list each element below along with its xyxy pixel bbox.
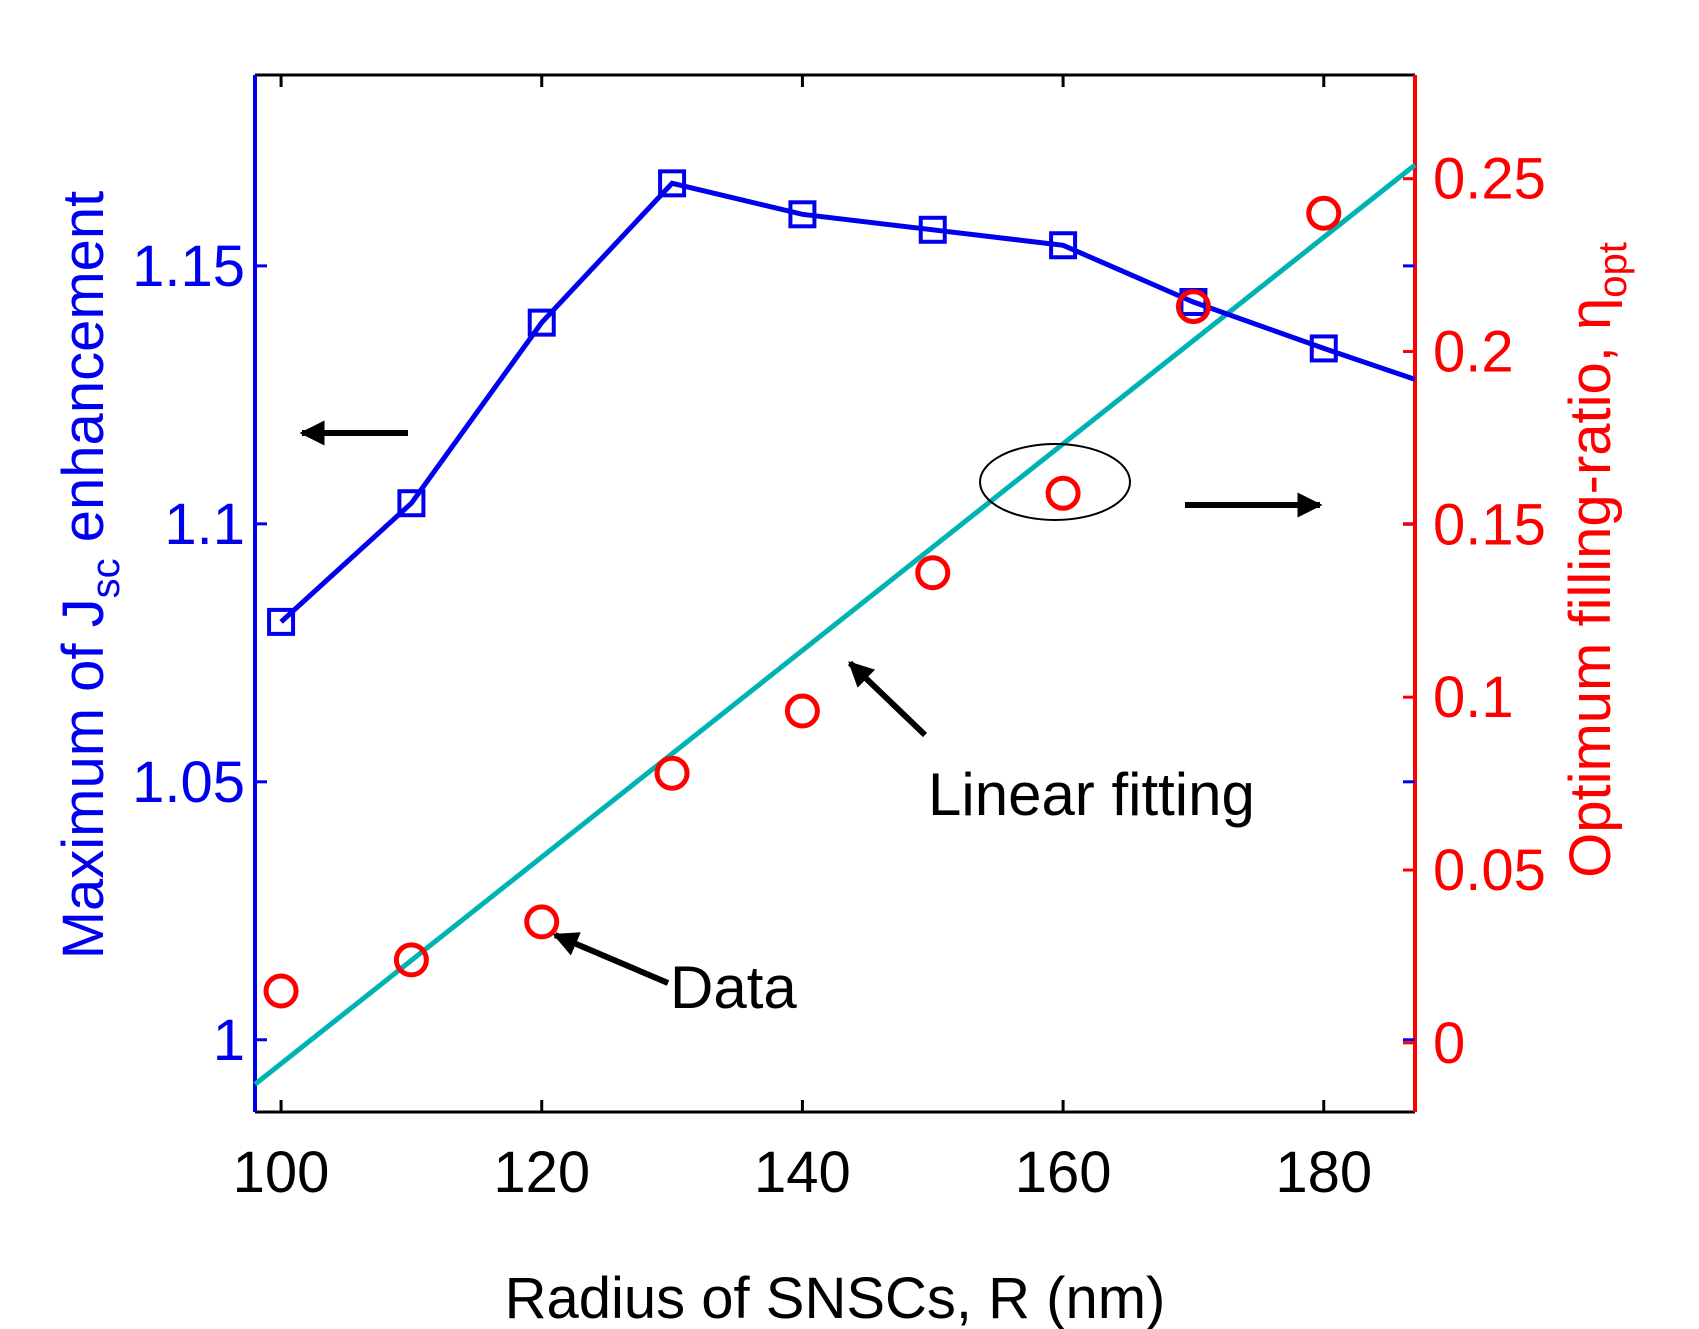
jsc-enhancement-line: [279, 180, 1416, 624]
right-tick-label: 0.15: [1433, 492, 1546, 557]
x-tick-label: 160: [1015, 1140, 1112, 1205]
right-tick-label: 0.05: [1433, 838, 1546, 903]
left-axis-title: Maximum of Jsc enhancement: [51, 191, 128, 960]
data-label: Data: [670, 954, 797, 1021]
linear-fitting-label: Linear fitting: [928, 761, 1255, 828]
left-tick-label: 1.05: [132, 750, 245, 815]
right-tick-label: 0.1: [1433, 665, 1514, 730]
linear-fitting-arrow: [847, 660, 928, 738]
jsc-square-marker: [527, 308, 556, 337]
right-tick-label: 0.25: [1433, 147, 1546, 212]
data-circle-marker: [263, 973, 299, 1009]
highlight-ellipse: [979, 443, 1131, 521]
jsc-square-marker: [267, 607, 296, 636]
x-tick-label: 120: [493, 1140, 590, 1205]
data-circle-marker: [915, 555, 951, 591]
jsc-square-marker: [658, 169, 687, 198]
jsc-square-marker: [918, 215, 947, 244]
data-circle-marker: [1175, 289, 1211, 325]
x-axis-title: Radius of SNSCs, R (nm): [505, 1266, 1166, 1329]
data-circle-marker: [1045, 475, 1081, 511]
right-axis-title: Optimum filling-ratio, ηopt: [1558, 242, 1635, 878]
right-axis-ticks: 0 0.05 0.1 0.15 0.2 0.25: [1403, 147, 1546, 1076]
left-axis-ticks: 1 1.05 1.1 1.15: [132, 234, 1415, 1073]
left-tick-label: 1.15: [132, 234, 245, 299]
data-circle-marker: [1306, 195, 1342, 231]
data-circle-marker: [784, 693, 820, 729]
data-circle-marker: [393, 942, 429, 978]
data-circle-marker: [524, 904, 560, 940]
data-circle-marker: [654, 755, 690, 791]
left-tick-label: 1: [213, 1008, 245, 1073]
left-tick-label: 1.1: [164, 492, 245, 557]
x-tick-label: 180: [1275, 1140, 1372, 1205]
jsc-square-marker: [1309, 334, 1338, 363]
x-tick-label: 100: [233, 1140, 330, 1205]
jsc-enhancement-markers: [267, 169, 1338, 636]
jsc-square-marker: [397, 489, 426, 518]
x-tick-label: 140: [754, 1140, 851, 1205]
jsc-square-marker: [1049, 231, 1078, 260]
right-tick-label: 0: [1433, 1011, 1465, 1076]
linear-fitting-line: [253, 162, 1417, 1087]
right-tick-label: 0.2: [1433, 320, 1514, 385]
filling-ratio-data-markers: [263, 195, 1342, 1009]
data-arrow: [552, 932, 670, 986]
x-axis-ticks: 100 120 140 160 180: [233, 75, 1372, 1205]
jsc-square-marker: [788, 200, 817, 229]
